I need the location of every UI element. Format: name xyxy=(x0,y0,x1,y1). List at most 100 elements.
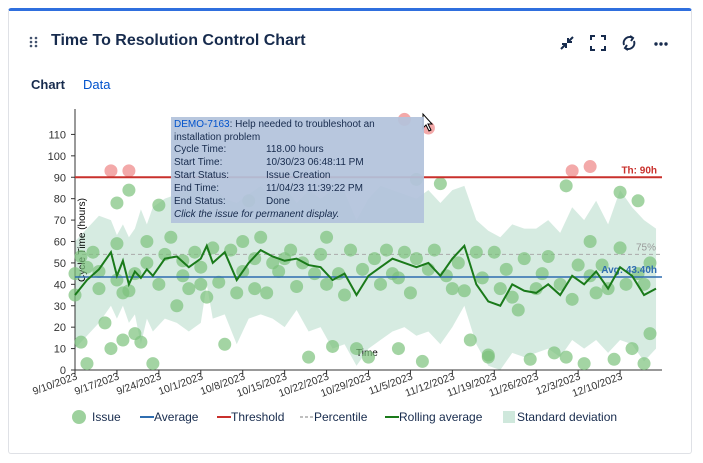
issue-point xyxy=(248,282,262,296)
issue-point xyxy=(583,269,597,283)
issue-point xyxy=(92,264,106,278)
tooltip-row: End Status: Done xyxy=(174,196,421,209)
issue-point xyxy=(254,230,268,244)
tab-data[interactable]: Data xyxy=(83,77,111,92)
tab-chart[interactable]: Chart xyxy=(31,77,65,92)
collapse-icon[interactable] xyxy=(557,33,577,53)
more-icon[interactable] xyxy=(651,33,671,53)
issue-point xyxy=(433,177,447,191)
y-tick-label: 40 xyxy=(54,279,66,291)
issue-point xyxy=(224,243,238,257)
tooltip-label: Start Time: xyxy=(174,157,223,168)
issue-point xyxy=(571,258,585,272)
issue-point xyxy=(308,267,322,281)
issue-point xyxy=(523,352,537,366)
threshold-label: Th: 90h xyxy=(621,165,657,176)
issue-point xyxy=(643,256,657,270)
issue-point xyxy=(475,271,489,285)
tooltip-note: Click the issue for permanent display. xyxy=(174,209,340,220)
tooltip-row: End Time: 11/04/23 11:39:22 PM xyxy=(174,183,421,196)
issue-point xyxy=(320,277,334,291)
issue-point xyxy=(439,269,453,283)
legend-label: Threshold xyxy=(231,410,285,424)
issue-point xyxy=(248,252,262,266)
issue-point xyxy=(284,243,298,257)
legend-label: Average xyxy=(154,410,199,424)
issue-point xyxy=(344,243,358,257)
issue-point xyxy=(559,350,573,364)
issue-point xyxy=(613,241,627,255)
issue-point xyxy=(194,277,208,291)
issue-point xyxy=(535,267,549,281)
x-tick-label: 9/24/2023 xyxy=(115,370,163,397)
legend-label: Percentile xyxy=(314,410,368,424)
y-tick-label: 10 xyxy=(54,344,66,356)
issue-point xyxy=(541,249,555,263)
issue-point xyxy=(451,256,465,270)
issue-point xyxy=(134,335,148,349)
issue-point xyxy=(457,284,471,298)
y-tick-label: 20 xyxy=(54,322,66,334)
issue-point xyxy=(80,357,94,371)
y-tick-label: 70 xyxy=(54,215,66,227)
tooltip-label: Start Status: xyxy=(174,170,230,181)
drag-handle-icon[interactable] xyxy=(29,36,39,50)
issue-point xyxy=(403,286,417,300)
issue-point xyxy=(236,235,250,248)
refresh-icon[interactable] xyxy=(619,33,639,53)
rolling-average-line xyxy=(74,243,657,307)
issue-point xyxy=(122,183,136,197)
issue-point xyxy=(152,277,166,291)
issue-point xyxy=(613,185,627,199)
issue-point xyxy=(577,357,591,371)
issue-point xyxy=(397,245,411,259)
issue-point xyxy=(104,342,118,356)
issue-point xyxy=(505,290,519,304)
issue-point xyxy=(511,303,525,317)
issue-point xyxy=(200,290,214,304)
issue-point xyxy=(80,260,94,274)
issue-point xyxy=(212,275,226,289)
issue-point xyxy=(517,252,531,266)
issue-point-over-threshold xyxy=(583,160,597,174)
tooltip-row: Start Status: Issue Creation xyxy=(174,170,421,183)
legend-label: Issue xyxy=(92,410,121,424)
issue-point xyxy=(367,252,381,266)
issue-point xyxy=(290,279,304,293)
y-tick-label: 50 xyxy=(54,258,66,270)
issue-point xyxy=(260,286,274,300)
legend-label: Standard deviation xyxy=(517,410,618,424)
issue-point xyxy=(320,230,334,244)
issue-point xyxy=(637,277,651,291)
tooltip-value: Done xyxy=(266,196,290,207)
issue-point xyxy=(182,282,196,296)
issue-point xyxy=(170,299,184,313)
issue-point xyxy=(338,288,352,302)
issue-point xyxy=(146,357,160,371)
tooltip-issue-link[interactable]: DEMO-7163 xyxy=(174,119,230,130)
y-tick-label: 90 xyxy=(54,172,66,184)
tooltip-value: 118.00 hours xyxy=(266,144,324,155)
issue-point xyxy=(356,262,370,276)
issue-point xyxy=(607,352,621,366)
issue-point xyxy=(565,292,579,306)
issue-point xyxy=(74,335,88,349)
std-deviation-band xyxy=(75,185,657,370)
issue-point-over-threshold xyxy=(565,164,579,178)
y-tick-label: 110 xyxy=(48,129,66,141)
tooltip-label: End Status: xyxy=(174,196,226,207)
issue-point xyxy=(619,277,633,291)
issue-point xyxy=(595,258,609,272)
issue-point xyxy=(553,277,567,291)
issue-point xyxy=(164,230,178,244)
issue-point xyxy=(140,256,154,270)
issue-point xyxy=(469,245,483,259)
tooltip-value: Issue Creation xyxy=(266,170,331,181)
fullscreen-icon[interactable] xyxy=(588,33,608,53)
tooltip-value: 11/04/23 11:39:22 PM xyxy=(266,183,363,194)
issue-point xyxy=(302,350,316,364)
issue-point xyxy=(92,282,106,296)
issue-point xyxy=(445,282,459,296)
y-axis-label: Cycle Time (hours) xyxy=(77,198,88,282)
